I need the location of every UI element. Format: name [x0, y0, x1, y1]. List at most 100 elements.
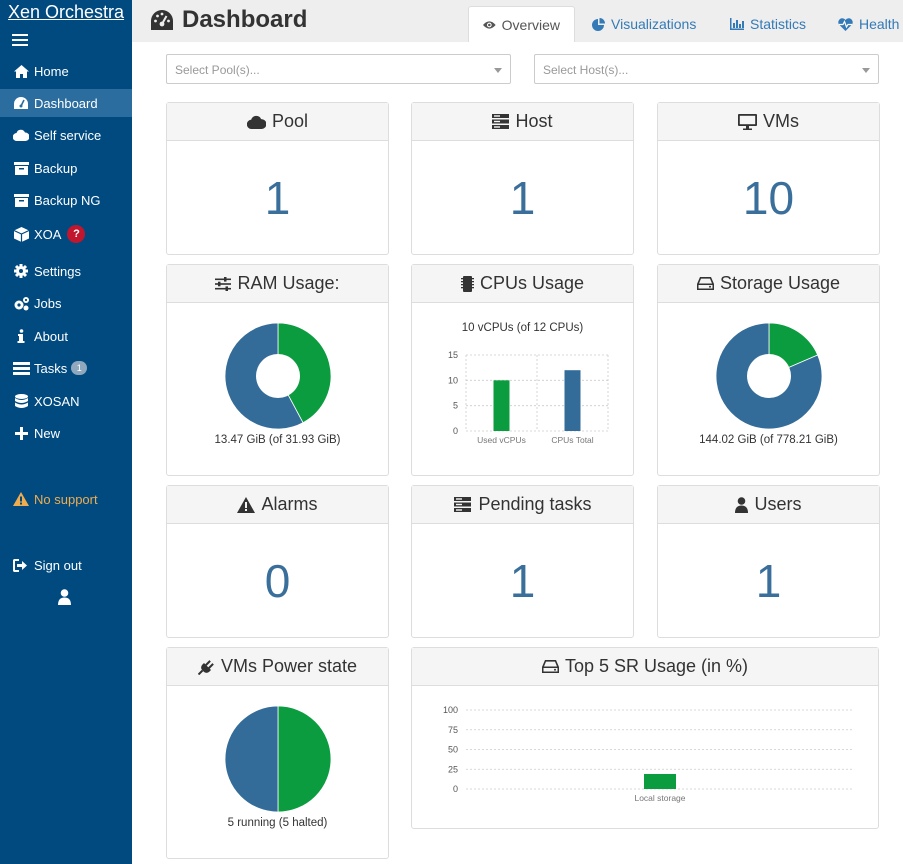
storage-donut-hole — [747, 354, 791, 398]
sidebar-item-label: Settings — [34, 263, 81, 279]
vms-power-state-card: VMs Power state 5 running (5 halted) — [166, 647, 389, 859]
cpu-x-tick-label: Used vCPUs — [477, 435, 526, 445]
tab-overview[interactable]: Overview — [468, 6, 575, 42]
card-header: Top 5 SR Usage (in %) — [412, 648, 878, 686]
storage-donut-chart[interactable] — [714, 321, 824, 431]
cloud-icon — [12, 129, 30, 141]
sidebar-item-sign-out[interactable]: Sign out — [0, 551, 132, 579]
cpu-bar[interactable] — [564, 370, 581, 431]
cube-icon — [12, 226, 30, 242]
sidebar-item-backup-ng[interactable]: Backup NG — [0, 186, 132, 214]
power-used-slice[interactable] — [277, 705, 332, 813]
sr-y-tick-label: 75 — [448, 725, 458, 735]
sidebar-item-dashboard[interactable]: Dashboard — [0, 89, 132, 117]
card-header: CPUs Usage — [412, 265, 633, 303]
header: Dashboard Overview Visualizations Statis… — [132, 0, 903, 42]
pending-tasks-card[interactable]: Pending tasks 1 — [411, 485, 634, 638]
desktop-icon — [738, 113, 757, 130]
host-select[interactable]: Select Host(s)... — [534, 54, 879, 84]
menu-toggle-icon[interactable] — [12, 34, 28, 46]
card-header: VMs Power state — [167, 648, 388, 686]
sr-bar[interactable] — [644, 773, 676, 789]
power-free-slice[interactable] — [224, 705, 279, 813]
sidebar-item-tasks[interactable]: Tasks 1 — [0, 354, 132, 382]
tab-statistics[interactable]: Statistics — [716, 6, 820, 42]
host-card[interactable]: Host 1 — [411, 102, 634, 255]
card-title: VMs — [763, 111, 799, 131]
cpus-usage-card: CPUs Usage 10 vCPUs (of 12 CPUs) 15 10 5 0 U… — [411, 264, 634, 476]
card-title: Storage Usage — [719, 273, 841, 293]
info-icon — [12, 329, 30, 343]
power-state-pie-chart[interactable] — [223, 704, 333, 814]
card-title: RAM Usage: — [237, 273, 340, 293]
vms-card[interactable]: VMs 10 — [657, 102, 880, 255]
card-title: Host — [515, 111, 553, 131]
sign-out-icon — [12, 558, 30, 572]
sidebar-item-jobs[interactable]: Jobs — [0, 289, 132, 317]
sidebar-item-home[interactable]: Home — [0, 57, 132, 85]
cpu-y-tick-label: 10 — [448, 375, 458, 385]
sidebar-item-label: Self service — [34, 127, 102, 143]
host-count[interactable]: 1 — [509, 172, 536, 224]
pool-select[interactable]: Select Pool(s)... — [166, 54, 511, 84]
vms-count[interactable]: 10 — [742, 172, 795, 224]
card-header: Storage Usage — [658, 265, 879, 303]
sliders-icon — [215, 276, 232, 291]
ram-used-slice[interactable] — [277, 322, 332, 424]
brand-link[interactable]: Xen Orchestra — [8, 2, 125, 22]
top-sr-bar-chart: 100 75 50 25 0 Local storage — [443, 705, 854, 803]
sidebar-item-self-service[interactable]: Self service — [0, 121, 132, 149]
pool-card[interactable]: Pool 1 — [166, 102, 389, 255]
card-title: Alarms — [261, 494, 318, 514]
dashboard-icon — [12, 96, 30, 110]
server-icon — [492, 114, 510, 129]
card-title: Pool — [271, 111, 309, 131]
sidebar-item-backup[interactable]: Backup — [0, 154, 132, 182]
sidebar-item-xosan[interactable]: XOSAN — [0, 387, 132, 415]
pool-count[interactable]: 1 — [264, 172, 291, 224]
card-title: Pending tasks — [478, 494, 592, 514]
cloud-icon — [246, 115, 266, 129]
card-title: Users — [754, 494, 802, 514]
user-icon[interactable] — [58, 589, 71, 610]
pie-chart-icon — [592, 17, 605, 31]
page-title: Dashboard — [150, 6, 307, 34]
ram-donut-hole — [256, 354, 300, 398]
tab-label: Health — [859, 16, 900, 32]
cpu-y-tick-label: 5 — [453, 401, 458, 411]
users-card[interactable]: Users 1 — [657, 485, 880, 638]
sidebar-item-label: New — [34, 425, 61, 441]
pending-tasks-count[interactable]: 1 — [509, 555, 536, 607]
plug-icon — [197, 659, 214, 675]
sidebar-item-new[interactable]: New — [0, 419, 132, 447]
ram-donut-chart[interactable] — [223, 321, 333, 431]
tab-health[interactable]: Health — [824, 6, 903, 42]
page-title-text: Dashboard — [182, 6, 308, 33]
sidebar-item-xoa[interactable]: XOA ? — [0, 220, 132, 248]
chevron-down-icon — [862, 68, 870, 73]
sidebar-item-label: No support — [34, 491, 98, 507]
card-header: Pool — [167, 103, 388, 141]
sidebar-item-about[interactable]: About — [0, 322, 132, 350]
card-header: RAM Usage: — [167, 265, 388, 303]
sidebar-item-label: XOA — [34, 226, 62, 242]
sidebar-item-no-support[interactable]: No support — [0, 485, 132, 513]
cpu-y-tick-label: 0 — [453, 426, 458, 436]
tab-visualizations[interactable]: Visualizations — [578, 6, 710, 42]
alarms-card[interactable]: Alarms 0 — [166, 485, 389, 638]
alarms-count[interactable]: 0 — [264, 555, 291, 607]
heartbeat-icon — [838, 17, 853, 31]
plus-icon — [12, 426, 30, 440]
users-count[interactable]: 1 — [755, 555, 782, 607]
sidebar-item-settings[interactable]: Settings — [0, 257, 132, 285]
chevron-down-icon — [494, 68, 502, 73]
card-header: Pending tasks — [412, 486, 633, 524]
hdd-icon — [696, 277, 714, 290]
card-header: VMs — [658, 103, 879, 141]
sr-x-tick-label: Local storage — [634, 793, 685, 803]
dashboard-icon — [151, 10, 173, 30]
cpu-bar[interactable] — [493, 380, 510, 431]
warning-icon — [12, 492, 30, 506]
sr-y-tick-label: 0 — [453, 784, 458, 794]
sr-y-tick-label: 100 — [443, 705, 458, 715]
